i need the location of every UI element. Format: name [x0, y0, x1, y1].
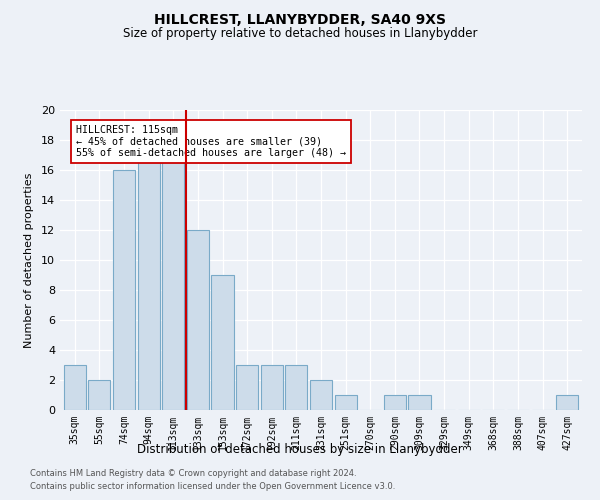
Text: Distribution of detached houses by size in Llanybydder: Distribution of detached houses by size …	[137, 442, 463, 456]
Bar	[64, 365, 86, 410]
Bar	[88, 380, 110, 410]
Bar	[211, 275, 233, 410]
Bar	[556, 395, 578, 410]
Bar	[285, 365, 307, 410]
Text: Contains public sector information licensed under the Open Government Licence v3: Contains public sector information licen…	[30, 482, 395, 491]
Y-axis label: Number of detached properties: Number of detached properties	[24, 172, 34, 348]
Bar	[409, 395, 431, 410]
Bar	[384, 395, 406, 410]
Bar	[236, 365, 258, 410]
Text: HILLCREST: 115sqm
← 45% of detached houses are smaller (39)
55% of semi-detached: HILLCREST: 115sqm ← 45% of detached hous…	[76, 125, 346, 158]
Bar	[335, 395, 357, 410]
Text: Contains HM Land Registry data © Crown copyright and database right 2024.: Contains HM Land Registry data © Crown c…	[30, 468, 356, 477]
Text: Size of property relative to detached houses in Llanybydder: Size of property relative to detached ho…	[123, 28, 477, 40]
Bar	[137, 155, 160, 410]
Bar	[260, 365, 283, 410]
Bar	[310, 380, 332, 410]
Bar	[187, 230, 209, 410]
Bar	[113, 170, 135, 410]
Text: HILLCREST, LLANYBYDDER, SA40 9XS: HILLCREST, LLANYBYDDER, SA40 9XS	[154, 12, 446, 26]
Bar	[162, 155, 184, 410]
